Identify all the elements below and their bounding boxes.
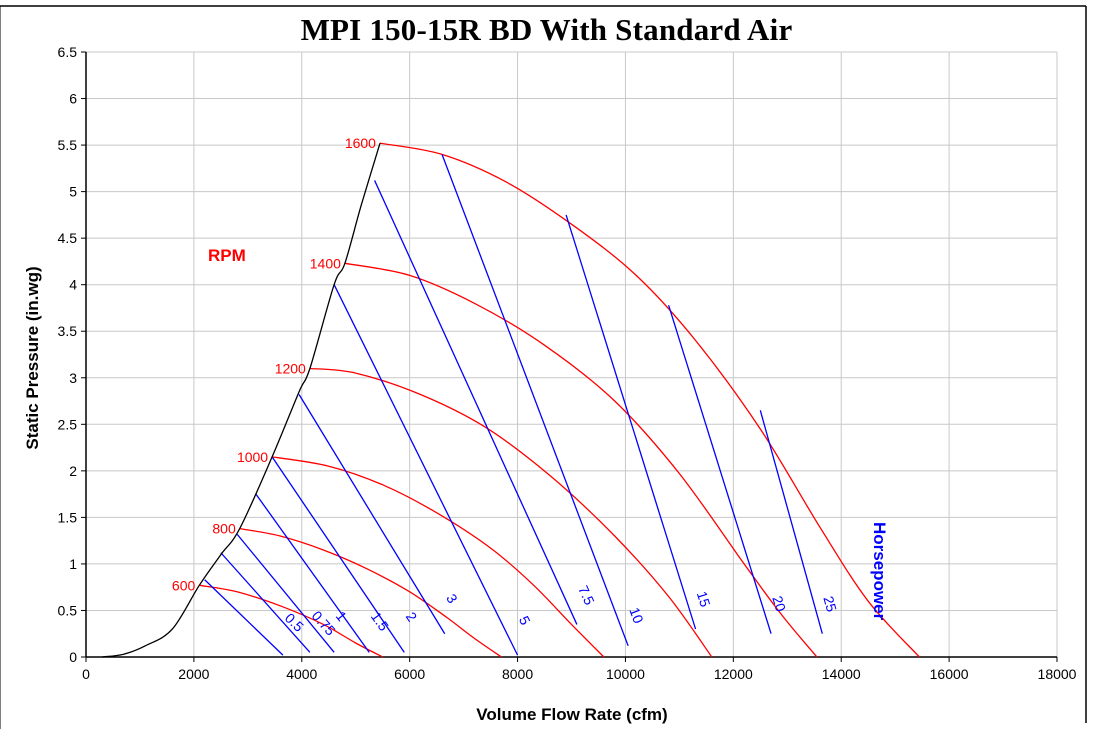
hp-label-15: 15 <box>694 589 714 609</box>
rpm-label-600: 600 <box>172 577 196 593</box>
chart-title: MPI 150-15R BD With Standard Air <box>300 12 793 47</box>
y-axis-label: Static Pressure (in.wg) <box>23 266 42 449</box>
hp-line-0.75 <box>220 552 311 653</box>
y-tick-label: 3 <box>69 370 77 386</box>
hp-label-0.5: 0.5 <box>282 610 307 635</box>
boundary-curve <box>102 143 381 658</box>
y-tick-label: 3.5 <box>58 323 78 339</box>
rpm-curve-1200 <box>309 367 713 658</box>
x-tick-label: 0 <box>82 666 90 682</box>
rpm-label-1200: 1200 <box>275 360 306 376</box>
x-tick-label: 6000 <box>394 666 425 682</box>
rpm-annotation: RPM <box>208 246 246 265</box>
y-tick-label: 0 <box>69 649 77 665</box>
y-tick-label: 5 <box>69 184 77 200</box>
rpm-label-800: 800 <box>212 521 236 537</box>
hp-line-20 <box>667 304 772 634</box>
x-tick-label: 12000 <box>714 666 753 682</box>
hp-line-1 <box>236 533 335 653</box>
x-tick-label: 16000 <box>930 666 969 682</box>
rpm-curve-1400 <box>344 262 818 658</box>
x-tick-label: 18000 <box>1038 666 1077 682</box>
hp-label-3: 3 <box>443 591 461 606</box>
hp-line-5 <box>333 284 519 656</box>
rpm-curve-800 <box>239 527 502 658</box>
rpm-curve-1000 <box>271 456 605 658</box>
y-tick-label: 2.5 <box>58 416 78 432</box>
x-axis-label: Volume Flow Rate (cfm) <box>476 705 667 724</box>
y-tick-label: 1 <box>69 556 77 572</box>
hp-label-2: 2 <box>403 609 421 625</box>
hp-line-2 <box>271 456 405 653</box>
hp-line-1.5 <box>255 493 370 653</box>
boundary-line <box>102 143 381 658</box>
horsepower-annotation: Horsepower <box>870 522 889 621</box>
rpm-label-1000: 1000 <box>237 449 268 465</box>
x-tick-label: 8000 <box>502 666 533 682</box>
rpm-curve-1600 <box>379 142 920 658</box>
hp-label-25: 25 <box>820 594 840 613</box>
hp-label-20: 20 <box>769 594 789 614</box>
y-tick-label: 6.5 <box>58 44 78 60</box>
hp-label-0.75: 0.75 <box>309 608 339 639</box>
x-tick-label: 4000 <box>286 666 317 682</box>
hp-line-7.5 <box>374 180 578 625</box>
y-tick-label: 4.5 <box>58 230 78 246</box>
rpm-label-1400: 1400 <box>310 255 341 271</box>
y-tick-label: 4 <box>69 277 77 293</box>
grid <box>86 51 1058 657</box>
hp-label-7.5: 7.5 <box>575 583 598 608</box>
x-tick-label: 2000 <box>178 666 209 682</box>
axes: 0 2000 4000 6000 8000 10000 12000 14000 16000 180… <box>58 44 1077 682</box>
y-tick-label: 5.5 <box>58 137 78 153</box>
hp-line-3 <box>298 394 446 635</box>
y-tick-label: 6 <box>69 91 77 107</box>
hp-lines <box>204 154 823 656</box>
rpm-label-1600: 1600 <box>345 135 376 151</box>
hp-line-10 <box>441 154 629 647</box>
hp-line-25 <box>759 410 823 634</box>
hp-label-5: 5 <box>516 613 534 627</box>
hp-label-10: 10 <box>626 605 647 625</box>
hp-line-0.5 <box>204 579 284 656</box>
y-tick-label: 1.5 <box>58 509 78 525</box>
x-tick-label: 10000 <box>606 666 645 682</box>
y-tick-label: 0.5 <box>58 602 78 618</box>
y-tick-label: 2 <box>69 463 77 479</box>
hp-line-15 <box>565 214 697 630</box>
x-tick-label: 14000 <box>822 666 861 682</box>
rpm-curves <box>199 142 920 658</box>
